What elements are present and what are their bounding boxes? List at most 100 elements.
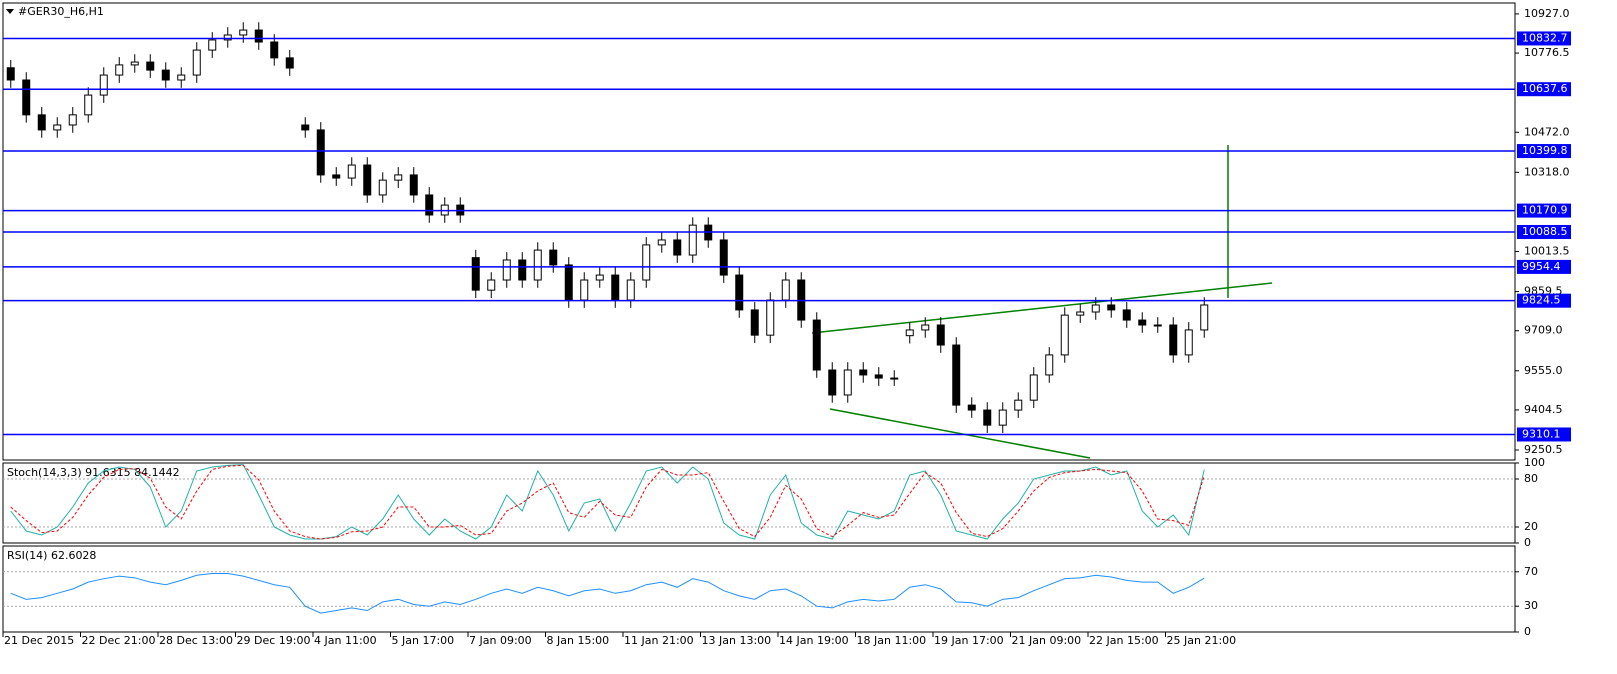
candle-body <box>983 409 992 426</box>
candle-body <box>22 79 31 116</box>
candle-body <box>84 94 93 116</box>
chart-title: #GER30_H6,H1 <box>18 5 104 18</box>
candle-body <box>347 164 356 179</box>
candle-body <box>1060 314 1069 356</box>
x-tick-label: 13 Jan 13:00 <box>702 634 772 647</box>
stoch-panel <box>2 462 1516 544</box>
candle-body <box>270 41 279 59</box>
y-tick-label: 9709.0 <box>1524 324 1563 337</box>
candle-body <box>952 344 961 406</box>
candle-body <box>750 309 759 336</box>
candle-body <box>859 369 868 376</box>
x-tick-label: 21 Jan 09:00 <box>1012 634 1082 647</box>
candle-body <box>564 264 573 301</box>
y-tick-label: 9404.5 <box>1524 403 1563 416</box>
candle-body <box>1045 354 1054 376</box>
x-tick-label: 14 Jan 19:00 <box>779 634 849 647</box>
indicator-line <box>10 464 1205 540</box>
x-tick-label: 19 Jan 17:00 <box>934 634 1004 647</box>
y-tick-label: 10472.0 <box>1524 125 1570 138</box>
x-tick-label: 4 Jan 11:00 <box>314 634 377 647</box>
candle-body <box>936 324 945 346</box>
price-level-tag <box>1517 225 1571 240</box>
candle-body <box>688 224 697 256</box>
candle-body <box>642 244 651 281</box>
candle-body <box>285 57 294 69</box>
candle-body <box>533 249 542 281</box>
candle-body <box>316 129 325 176</box>
candle-body <box>735 274 744 311</box>
candle-body <box>921 324 930 331</box>
price-level-tag <box>1517 203 1571 218</box>
price-level-tag <box>1517 259 1571 274</box>
candle-body <box>580 279 589 301</box>
candle-body <box>905 329 914 337</box>
price-level-label: 9824.5 <box>1522 294 1561 307</box>
price-level-label: 9310.1 <box>1522 427 1561 440</box>
candle-body <box>1138 319 1147 326</box>
candle-body <box>1153 324 1162 327</box>
candle-body <box>1122 309 1131 321</box>
y-tick-label: 30 <box>1524 599 1538 612</box>
candle-body <box>177 74 186 81</box>
rsi-title: RSI(14) 62.6028 <box>7 549 96 562</box>
candle-body <box>425 194 434 216</box>
candle-body <box>595 274 604 281</box>
y-tick-label: 10927.0 <box>1524 7 1570 20</box>
price-level-tag <box>1517 31 1571 46</box>
candle-body <box>68 114 77 126</box>
candle-body <box>812 319 821 371</box>
price-level-label: 9954.4 <box>1522 260 1561 273</box>
candle-body <box>1091 304 1100 313</box>
candle-body <box>828 369 837 396</box>
candle-body <box>332 174 341 179</box>
rsi-panel <box>2 545 1516 633</box>
x-tick-label: 28 Dec 13:00 <box>159 634 233 647</box>
x-tick-label: 8 Jan 15:00 <box>547 634 610 647</box>
x-tick-label: 5 Jan 17:00 <box>392 634 455 647</box>
candle-body <box>998 409 1007 426</box>
candle-body <box>657 239 666 246</box>
stoch-title: Stoch(14,3,3) 91.6315 84.1442 <box>7 466 180 479</box>
y-tick-label: 100 <box>1524 456 1545 469</box>
menu-arrow[interactable] <box>6 9 14 14</box>
trendline-upper <box>811 282 1273 334</box>
y-tick-label: 0 <box>1524 536 1531 549</box>
candle-body <box>409 174 418 196</box>
trendline-lower <box>829 408 1091 459</box>
candle-body <box>363 164 372 196</box>
indicator-line <box>10 573 1205 614</box>
price-level-tag <box>1517 293 1571 308</box>
candle-body <box>673 239 682 256</box>
candle-body <box>487 279 496 291</box>
y-tick-label: 10776.5 <box>1524 46 1570 59</box>
y-tick-label: 80 <box>1524 472 1538 485</box>
y-tick-label: 9555.0 <box>1524 364 1563 377</box>
candle-body <box>1107 304 1116 311</box>
price-level-label: 10399.8 <box>1522 144 1568 157</box>
candle-body <box>1169 324 1178 356</box>
price-level-label: 10637.6 <box>1522 82 1568 95</box>
price-level-tag <box>1517 427 1571 442</box>
candle-body <box>378 179 387 196</box>
price-level-label: 10088.5 <box>1522 225 1568 238</box>
candle-body <box>1200 304 1209 331</box>
x-tick-label: 29 Dec 19:00 <box>237 634 311 647</box>
candle-body <box>549 249 558 266</box>
y-tick-label: 10318.0 <box>1524 165 1570 178</box>
x-tick-label: 7 Jan 09:00 <box>469 634 532 647</box>
x-tick-label: 22 Dec 21:00 <box>82 634 156 647</box>
candle-body <box>1029 374 1038 401</box>
candle-body <box>1076 311 1085 316</box>
x-tick-label: 25 Jan 21:00 <box>1167 634 1237 647</box>
candle-body <box>626 279 635 301</box>
candle-body <box>843 369 852 396</box>
candle-body <box>6 67 15 81</box>
candle-body <box>394 174 403 181</box>
candle-body <box>239 29 248 36</box>
candle-body <box>611 274 620 301</box>
price-level-label: 10170.9 <box>1522 204 1568 217</box>
candle-body <box>161 69 170 81</box>
candle-body <box>766 299 775 336</box>
